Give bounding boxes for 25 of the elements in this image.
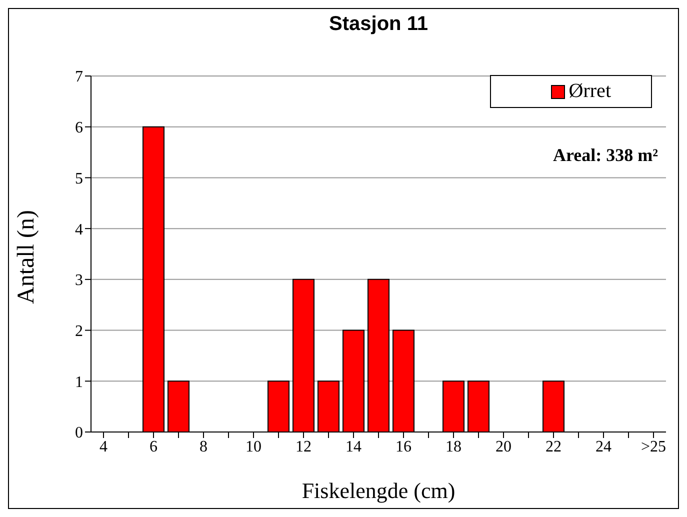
x-tick-label: 24 <box>596 438 612 456</box>
x-tick-label: 14 <box>346 438 362 456</box>
x-axis-title: Fiskelengde (cm) <box>302 478 456 503</box>
y-tick-label: 6 <box>75 120 83 137</box>
x-tick-label: 10 <box>246 438 262 456</box>
x-tick-label: 4 <box>100 438 108 456</box>
y-tick-label: 2 <box>75 322 83 340</box>
x-tick-label: 22 <box>546 438 562 456</box>
y-tick-label: 7 <box>75 68 83 86</box>
legend-label: Ørret <box>568 80 611 103</box>
y-axis-title: Antall (n) <box>14 210 40 304</box>
y-tick-label: 0 <box>75 424 83 442</box>
x-tick-label: 18 <box>446 438 462 456</box>
x-tick-label: 16 <box>396 438 412 456</box>
y-tick-label: 4 <box>75 221 83 238</box>
x-tick-label: 12 <box>296 438 312 456</box>
x-tick-label: 6 <box>150 438 158 456</box>
y-tick-label: 1 <box>75 374 83 391</box>
y-tick-label: 5 <box>75 170 83 188</box>
x-tick-label: 20 <box>496 438 512 456</box>
y-tick-label: 3 <box>75 272 83 290</box>
x-tick-label: 8 <box>200 438 208 456</box>
x-tick-label: >25 <box>640 438 666 456</box>
annotation: Areal: 338 m² <box>552 145 658 166</box>
chart-title: Stasjon 11 <box>328 13 429 36</box>
